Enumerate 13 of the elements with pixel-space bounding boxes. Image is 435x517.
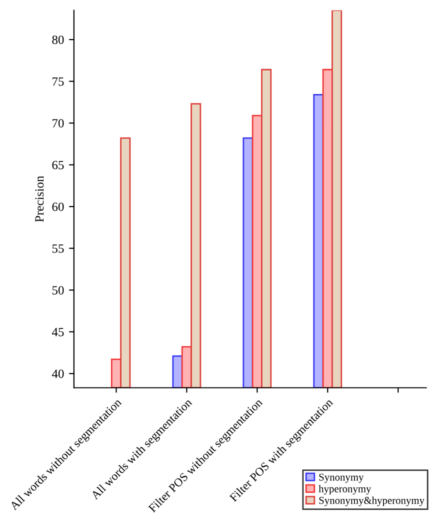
y-tick-label: 50 <box>52 286 64 295</box>
y-tick-label: 70 <box>52 119 64 128</box>
y-tick-label: 55 <box>52 244 64 253</box>
y-tick-label: 45 <box>52 328 64 336</box>
legend-label: Synonymy&hyperonymy <box>319 496 424 506</box>
y-tick-label: 40 <box>52 370 64 378</box>
legend-label: Synonymy <box>319 474 364 483</box>
y-tick-label: 65 <box>52 160 64 170</box>
y-tick-label: 75 <box>52 77 64 86</box>
legend-label: hyperonymy <box>318 484 372 494</box>
y-axis-title: Precision <box>35 176 44 222</box>
y-tick-label: 60 <box>52 202 64 212</box>
y-tick-label: 80 <box>52 36 64 44</box>
